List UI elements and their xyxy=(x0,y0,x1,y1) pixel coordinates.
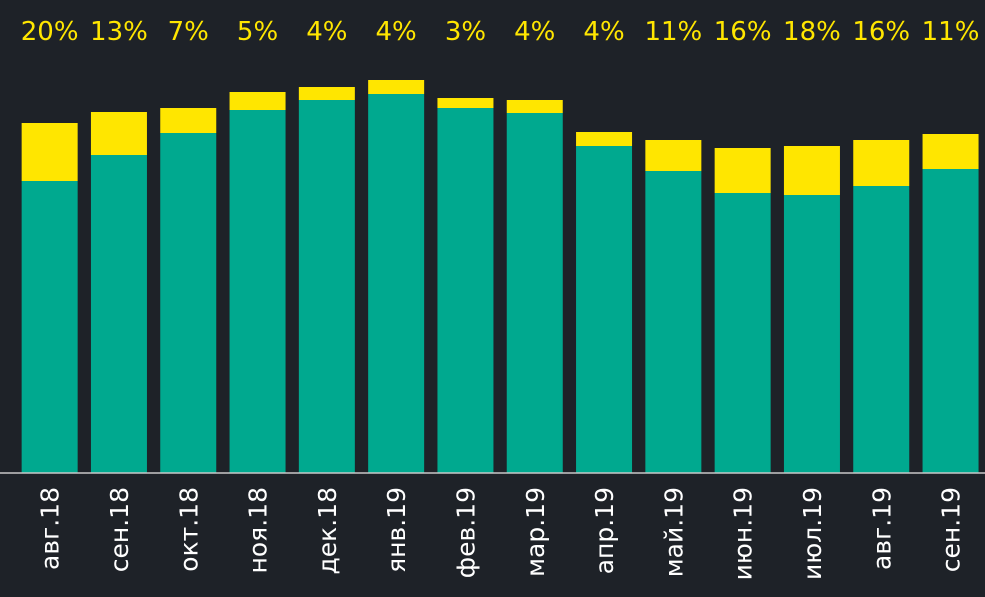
x-tick-label: июл.19 xyxy=(798,487,827,580)
bar-segment xyxy=(645,171,702,473)
bar-segment xyxy=(229,92,286,110)
x-tick-label: сен.19 xyxy=(937,487,966,572)
share-label: 4% xyxy=(514,17,555,47)
bar-segment xyxy=(437,108,494,473)
bar-segment xyxy=(437,98,494,108)
bar-segment xyxy=(714,193,771,473)
share-label: 4% xyxy=(376,17,417,47)
share-label: 5% xyxy=(237,17,278,47)
bar-segment xyxy=(783,146,840,195)
x-tick-label: окт.18 xyxy=(174,487,203,572)
share-label: 18% xyxy=(783,17,841,47)
share-label: 7% xyxy=(168,17,209,47)
bar-segment xyxy=(645,140,702,171)
bar-segment xyxy=(160,133,217,473)
bar-segment xyxy=(21,123,78,181)
x-tick-label: июн.19 xyxy=(729,487,758,580)
share-label: 3% xyxy=(445,17,486,47)
bar-segment xyxy=(368,80,425,94)
bar-segment xyxy=(298,100,355,473)
x-tick-label: ноя.18 xyxy=(244,487,273,573)
share-label: 16% xyxy=(714,17,772,47)
bar-segment xyxy=(783,195,840,473)
bar-segment xyxy=(922,134,979,169)
bar-segment xyxy=(90,112,147,155)
x-tick-label: дек.18 xyxy=(313,487,342,575)
bar-segment xyxy=(853,186,910,473)
x-tick-label: авг.19 xyxy=(867,487,896,570)
share-label: 16% xyxy=(852,17,910,47)
bar-segment xyxy=(853,140,910,186)
bar-segment xyxy=(298,87,355,100)
x-tick-label: авг.18 xyxy=(36,487,65,570)
bar-segment xyxy=(576,146,633,473)
x-tick-label: фев.19 xyxy=(451,487,480,578)
x-tick-label: апр.19 xyxy=(590,487,619,574)
bar-segment xyxy=(506,100,563,113)
x-tick-label: мар.19 xyxy=(521,487,550,577)
bar-segment xyxy=(21,181,78,473)
share-label: 4% xyxy=(306,17,347,47)
share-label: 20% xyxy=(21,17,79,47)
share-label: 11% xyxy=(922,17,980,47)
bar-segment xyxy=(922,169,979,473)
bar-segment xyxy=(714,148,771,193)
x-tick-label: сен.18 xyxy=(105,487,134,572)
x-tick-label: май.19 xyxy=(659,487,688,577)
bar-segment xyxy=(368,94,425,473)
bar-segment xyxy=(506,113,563,473)
share-label: 4% xyxy=(583,17,624,47)
bar-segment xyxy=(160,108,217,133)
bar-segment xyxy=(90,155,147,473)
bar-segment xyxy=(229,110,286,473)
x-tick-label: янв.19 xyxy=(382,487,411,573)
share-label: 11% xyxy=(644,17,702,47)
share-label: 13% xyxy=(90,17,148,47)
bar-segment xyxy=(576,132,633,146)
